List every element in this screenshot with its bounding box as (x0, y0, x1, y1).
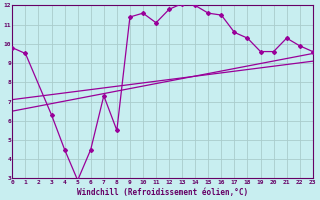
X-axis label: Windchill (Refroidissement éolien,°C): Windchill (Refroidissement éolien,°C) (77, 188, 248, 197)
